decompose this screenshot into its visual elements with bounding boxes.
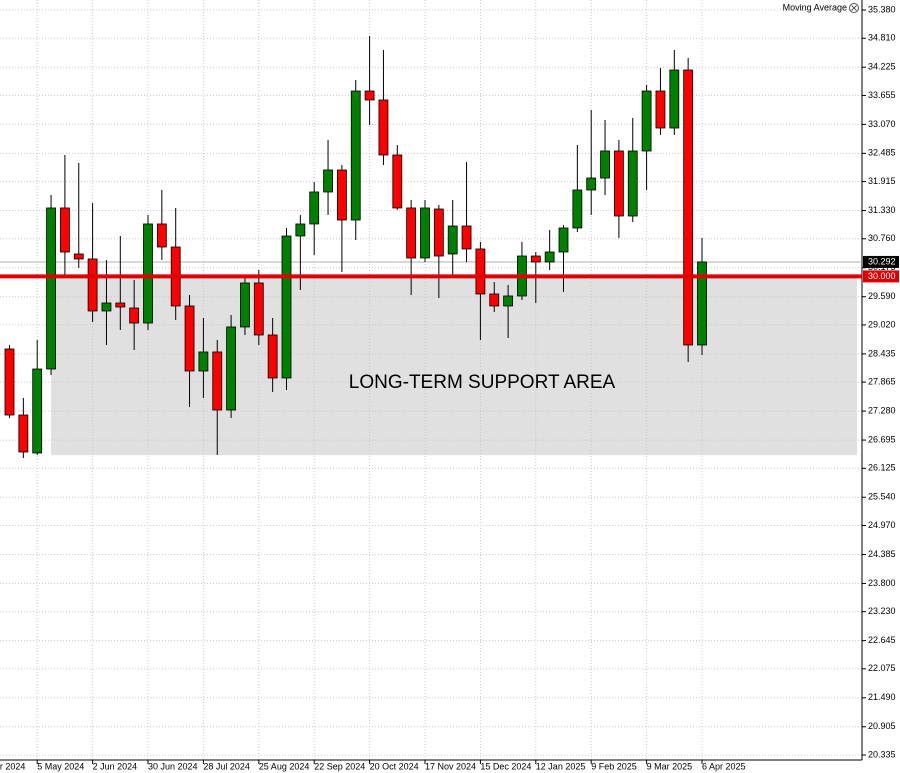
candle-body bbox=[406, 207, 417, 259]
last-price-label: 30.292 bbox=[868, 256, 896, 266]
candle-body bbox=[32, 368, 43, 454]
y-tick-label: 31.915 bbox=[868, 176, 896, 186]
y-tick-label: 35.380 bbox=[868, 4, 896, 14]
candle-body bbox=[295, 223, 306, 237]
candle-body bbox=[572, 189, 583, 229]
y-tick-label: 34.810 bbox=[868, 33, 896, 43]
x-tick-label: 22 Sep 2024 bbox=[314, 761, 365, 771]
indicator-label: Moving Average bbox=[783, 2, 847, 12]
candle-body bbox=[156, 223, 167, 248]
candle-body bbox=[115, 302, 126, 308]
candle-body bbox=[530, 255, 541, 263]
candle-body bbox=[46, 207, 56, 370]
level-box bbox=[863, 270, 899, 283]
y-tick-label: 29.020 bbox=[868, 319, 896, 329]
candle-body bbox=[281, 235, 292, 379]
x-tick-label: 7 Apr 2024 bbox=[0, 761, 25, 771]
candle-body bbox=[364, 90, 375, 101]
candle-body bbox=[558, 227, 569, 253]
y-tick-label: 24.970 bbox=[868, 520, 896, 530]
last-price-box bbox=[863, 255, 899, 268]
candle-body bbox=[489, 293, 500, 307]
y-tick-label: 20.335 bbox=[868, 749, 896, 759]
y-tick-label: 22.075 bbox=[868, 663, 896, 673]
x-tick-label: 9 Mar 2025 bbox=[647, 761, 693, 771]
candle-body bbox=[475, 248, 486, 295]
candle-body bbox=[240, 282, 250, 328]
x-tick-label: 5 May 2024 bbox=[37, 761, 84, 771]
candle-body bbox=[544, 251, 555, 263]
candle-body bbox=[614, 150, 624, 217]
candle-body bbox=[4, 348, 15, 416]
y-tick-label: 27.865 bbox=[868, 377, 896, 387]
y-tick-label: 26.125 bbox=[868, 463, 896, 473]
x-tick-label: 2 Jun 2024 bbox=[93, 761, 138, 771]
y-tick-label: 22.645 bbox=[868, 635, 896, 645]
y-tick-label: 30.760 bbox=[868, 233, 896, 243]
candle-body bbox=[447, 225, 458, 255]
y-tick-label: 28.435 bbox=[868, 348, 896, 358]
x-tick-label: 15 Dec 2024 bbox=[480, 761, 531, 771]
x-tick-label: 12 Jan 2025 bbox=[536, 761, 586, 771]
candle-body bbox=[655, 90, 666, 129]
candle-body bbox=[669, 69, 680, 129]
y-tick-label: 32.485 bbox=[868, 148, 896, 158]
candle-body bbox=[253, 282, 264, 336]
candle-body bbox=[309, 191, 320, 225]
x-tick-label: 30 Jun 2024 bbox=[148, 761, 198, 771]
x-tick-label: 17 Nov 2024 bbox=[425, 761, 476, 771]
y-tick-label: 23.800 bbox=[868, 578, 896, 588]
candle-body bbox=[586, 177, 597, 191]
x-tick-label: 6 Apr 2025 bbox=[702, 761, 746, 771]
x-tick-label: 9 Feb 2025 bbox=[591, 761, 637, 771]
candle-body bbox=[392, 154, 403, 209]
candle-body bbox=[323, 169, 333, 193]
candle-body bbox=[198, 351, 209, 372]
x-tick-label: 28 Jul 2024 bbox=[203, 761, 250, 771]
candle-body bbox=[143, 223, 153, 324]
close-icon[interactable] bbox=[849, 3, 859, 13]
x-tick-label: 25 Aug 2024 bbox=[259, 761, 310, 771]
candle-body bbox=[461, 225, 472, 250]
candle-body bbox=[129, 307, 140, 324]
y-tick-label: 31.330 bbox=[868, 205, 896, 215]
y-tick-label: 23.230 bbox=[868, 606, 896, 616]
candle-body bbox=[378, 99, 389, 156]
candle-body bbox=[73, 253, 84, 260]
candle-body bbox=[226, 326, 237, 411]
candle-body bbox=[683, 69, 694, 346]
candle-body bbox=[433, 208, 444, 257]
candle-body bbox=[87, 258, 98, 312]
y-tick-label: 29.590 bbox=[868, 291, 896, 301]
y-tick-label: 24.385 bbox=[868, 549, 896, 559]
candle-body bbox=[697, 261, 707, 346]
candle-body bbox=[101, 302, 112, 312]
candle-body bbox=[420, 207, 430, 259]
level-label: 30.000 bbox=[868, 271, 896, 281]
y-tick-label: 21.490 bbox=[868, 692, 896, 702]
y-tick-label: 20.905 bbox=[868, 721, 896, 731]
candle-body bbox=[600, 150, 610, 179]
candle-body bbox=[267, 334, 278, 379]
candle-body bbox=[641, 90, 652, 152]
candle-body bbox=[336, 169, 347, 221]
y-tick-label: 27.280 bbox=[868, 405, 896, 415]
x-tick-label: 20 Oct 2024 bbox=[370, 761, 419, 771]
candle-body bbox=[184, 305, 195, 372]
candle-body bbox=[627, 150, 638, 217]
candle-body bbox=[503, 295, 514, 307]
y-tick-label: 26.695 bbox=[868, 434, 896, 444]
y-tick-label: 33.655 bbox=[868, 90, 896, 100]
zone-label: LONG-TERM SUPPORT AREA bbox=[349, 372, 616, 393]
y-tick-label: 34.225 bbox=[868, 62, 896, 72]
y-tick-label: 25.540 bbox=[868, 492, 896, 502]
candle-body bbox=[18, 414, 29, 453]
y-tick-label: 33.070 bbox=[868, 119, 896, 129]
candle-body bbox=[350, 90, 361, 221]
candle-body bbox=[212, 351, 223, 411]
candle-body bbox=[60, 207, 70, 253]
